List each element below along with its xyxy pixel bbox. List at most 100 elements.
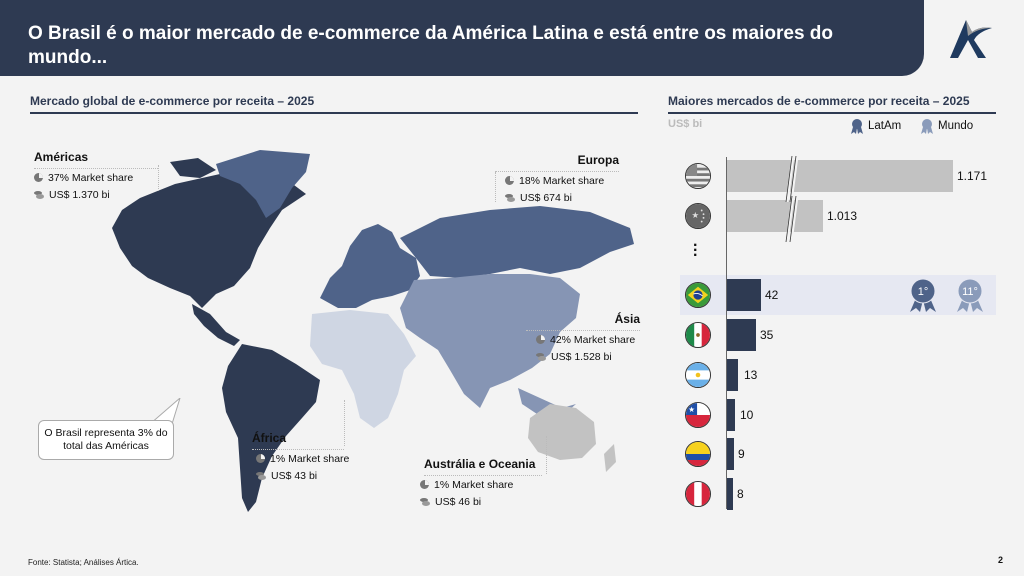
bar-chile (727, 399, 735, 431)
bar-value: 8 (737, 487, 744, 501)
medal-icon (851, 119, 863, 134)
bar-mexico (727, 319, 756, 351)
region-share: 1% Market share (270, 452, 350, 465)
bar-row-colombia: 9 (680, 434, 996, 474)
bar-value: 10 (740, 408, 754, 422)
region-share: 1% Market share (434, 478, 514, 491)
bar-row-china: ★ 1.013 (680, 196, 996, 236)
colombia-flag-icon (685, 441, 711, 467)
brazil-flag-icon (685, 282, 711, 308)
bar-value: 42 (765, 288, 779, 302)
usa-flag-icon (685, 163, 711, 189)
bar-peru (727, 478, 733, 510)
region-name: Europa (577, 153, 619, 167)
map-section-rule (30, 112, 638, 114)
leader-line (495, 172, 496, 202)
region-name: África (252, 431, 287, 445)
pie-chart-icon (256, 454, 265, 463)
peru-flag-icon (685, 481, 711, 507)
leader-line (344, 400, 345, 446)
map-australia (528, 404, 596, 460)
leader-line (158, 165, 159, 191)
legend-latam: LatAm (850, 118, 901, 134)
region-revenue: US$ 43 bi (271, 469, 318, 482)
bar-value: 1.013 (827, 209, 858, 223)
map-europe (320, 224, 420, 308)
coins-icon (505, 193, 515, 202)
pie-chart-icon (420, 480, 429, 489)
chart-section-rule (668, 112, 996, 114)
bar-value: 13 (744, 368, 758, 382)
world-map (112, 150, 634, 512)
region-share: 42% Market share (550, 333, 636, 346)
source-note: Fonte: Statista; Análises Ártica. (28, 558, 139, 567)
mexico-flag-icon (685, 322, 711, 348)
bar-value: 1.171 (957, 169, 988, 183)
region-share: 18% Market share (519, 174, 605, 187)
coins-icon (256, 471, 266, 480)
bar-value: 35 (760, 328, 774, 342)
svg-text:★: ★ (688, 405, 695, 414)
pie-chart-icon (536, 335, 545, 344)
svg-text:11°: 11° (962, 286, 978, 298)
axis-break-icon (785, 196, 798, 242)
region-share: 37% Market share (48, 171, 134, 184)
legend-label: Mundo (938, 120, 974, 132)
bar-colombia (727, 438, 734, 470)
region-name: Ásia (614, 312, 640, 326)
legend-label: LatAm (868, 120, 902, 132)
bar-row-peru: 8 (680, 474, 996, 514)
bar-row-argentina: 13 (680, 355, 996, 395)
region-africa: África 1% Market share US$ 43 bi (252, 431, 349, 484)
map-south-america (222, 344, 320, 512)
bar-value: 9 (738, 447, 745, 461)
medal-icon (921, 119, 933, 134)
latam-rank-medal-icon: 1° (910, 278, 936, 312)
china-flag-icon: ★ (685, 203, 711, 229)
axis-break-icon (785, 156, 798, 202)
region-revenue: US$ 674 bi (520, 191, 572, 204)
svg-text:1°: 1° (918, 286, 929, 298)
region-name: Américas (34, 150, 89, 164)
bar-row-usa: 1.171 (680, 156, 996, 196)
region-name: Austrália e Oceania (424, 457, 536, 471)
page-number: 2 (998, 555, 1004, 565)
title-banner: O Brasil é o maior mercado de e-commerce… (0, 0, 924, 76)
map-africa (310, 310, 416, 428)
map-asia (400, 274, 580, 408)
brazil-callout: O Brasil representa 3% do total das Amér… (38, 420, 174, 460)
world-rank-medal-icon: 11° (957, 278, 983, 312)
artica-logo-icon (950, 20, 992, 58)
region-americas: Américas 37% Market share US$ 1.370 bi (34, 150, 158, 203)
coins-icon (34, 190, 44, 199)
leader-line (546, 436, 547, 474)
chile-flag-icon: ★ (685, 402, 711, 428)
bar-row-chile: ★ 10 (680, 395, 996, 435)
bar-brazil (727, 279, 761, 311)
chart-section-title: Maiores mercados de e-commerce por recei… (668, 94, 970, 108)
legend-world: Mundo (920, 118, 973, 134)
bar-usa (727, 160, 953, 192)
region-revenue: US$ 1.370 bi (49, 188, 110, 201)
pie-chart-icon (34, 173, 43, 182)
coins-icon (536, 352, 546, 361)
map-section-title: Mercado global de e-commerce por receita… (30, 94, 315, 108)
bar-row-mexico: 35 (680, 315, 996, 355)
pie-chart-icon (505, 176, 514, 185)
bar-china (727, 200, 823, 232)
bar-argentina (727, 359, 738, 391)
region-oceania: Austrália e Oceania 1% Market share US$ … (420, 457, 542, 510)
region-asia: Ásia 42% Market share US$ 1.528 bi (526, 312, 640, 365)
ellipsis-icon: · · · (693, 237, 699, 264)
region-revenue: US$ 46 bi (435, 495, 482, 508)
chart-axis (726, 157, 727, 509)
page-title: O Brasil é o maior mercado de e-commerce… (28, 23, 834, 68)
argentina-flag-icon (685, 362, 711, 388)
callout-pointer (150, 398, 181, 424)
bar-row-brazil: 42 1° 11° (680, 275, 996, 315)
region-europe: Europa 18% Market share US$ 674 bi (495, 153, 619, 206)
svg-text:★: ★ (692, 210, 699, 220)
coins-icon (420, 497, 430, 506)
unit-label: US$ bi (668, 118, 703, 130)
region-revenue: US$ 1.528 bi (551, 350, 612, 363)
